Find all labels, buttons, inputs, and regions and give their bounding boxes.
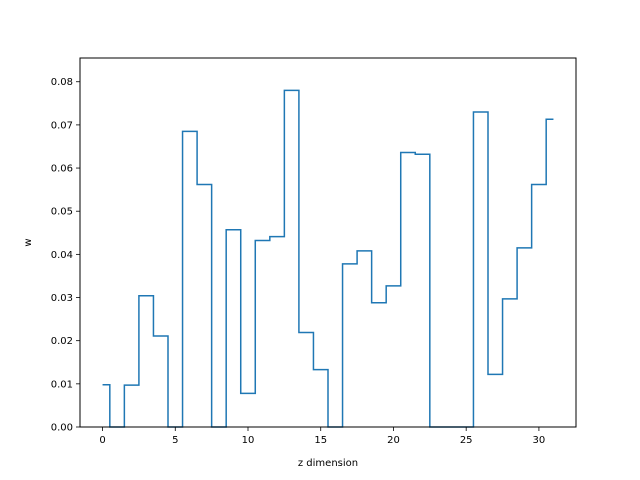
x-tick-label: 5: [172, 435, 178, 446]
x-tick-label: 0: [99, 435, 105, 446]
y-axis: 0.00 0.01 0.02 0.03 0.04 0.05 0.06 0.07 0.08: [51, 77, 80, 434]
y-tick-label: 0.03: [51, 293, 73, 304]
y-tick-label: 0.04: [51, 250, 73, 261]
y-tick-label: 0.06: [51, 164, 73, 175]
axes-frame: [79, 57, 577, 428]
y-tick-label: 0.01: [51, 379, 73, 390]
x-tick-label: 25: [460, 435, 473, 446]
y-tick-label: 0.08: [51, 77, 73, 88]
y-axis-label: w: [23, 238, 34, 246]
x-tick-label: 10: [242, 435, 255, 446]
y-tick-label: 0.00: [51, 423, 73, 434]
x-axis: 0 5 10 15 20 25 30: [99, 427, 545, 446]
y-tick-label: 0.02: [51, 336, 73, 347]
x-tick-label: 20: [387, 435, 400, 446]
x-axis-label: z dimension: [298, 458, 358, 469]
y-tick-label: 0.05: [51, 207, 73, 218]
x-tick-label: 30: [533, 435, 546, 446]
y-tick-label: 0.07: [51, 120, 73, 131]
x-tick-label: 15: [314, 435, 327, 446]
